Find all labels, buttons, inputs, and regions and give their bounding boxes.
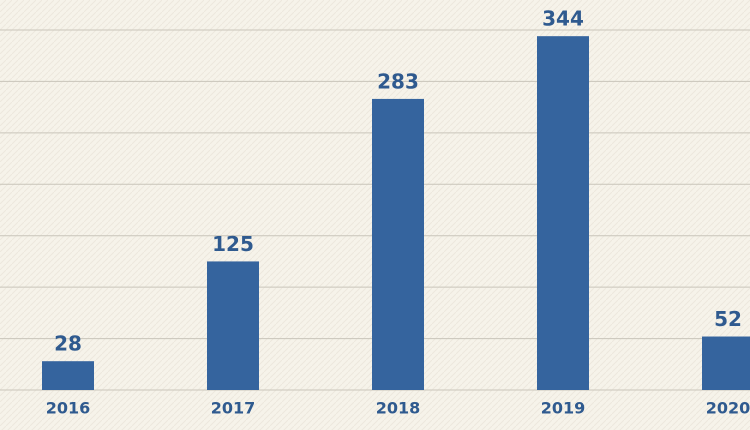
value-label: 28 [54,332,82,356]
x-tick-label: 2018 [376,399,421,418]
value-label: 125 [212,232,254,256]
bar [372,98,424,391]
value-label: 52 [714,307,742,331]
x-tick-label: 2020 [706,399,750,418]
x-tick-label: 2017 [211,399,256,418]
x-tick-label: 2019 [541,399,586,418]
bar [207,261,259,390]
value-label: 283 [377,69,419,93]
value-label: 344 [542,7,584,31]
bar [702,336,750,390]
x-tick-label: 2016 [46,399,91,418]
bar [42,361,94,390]
bar [537,36,589,391]
